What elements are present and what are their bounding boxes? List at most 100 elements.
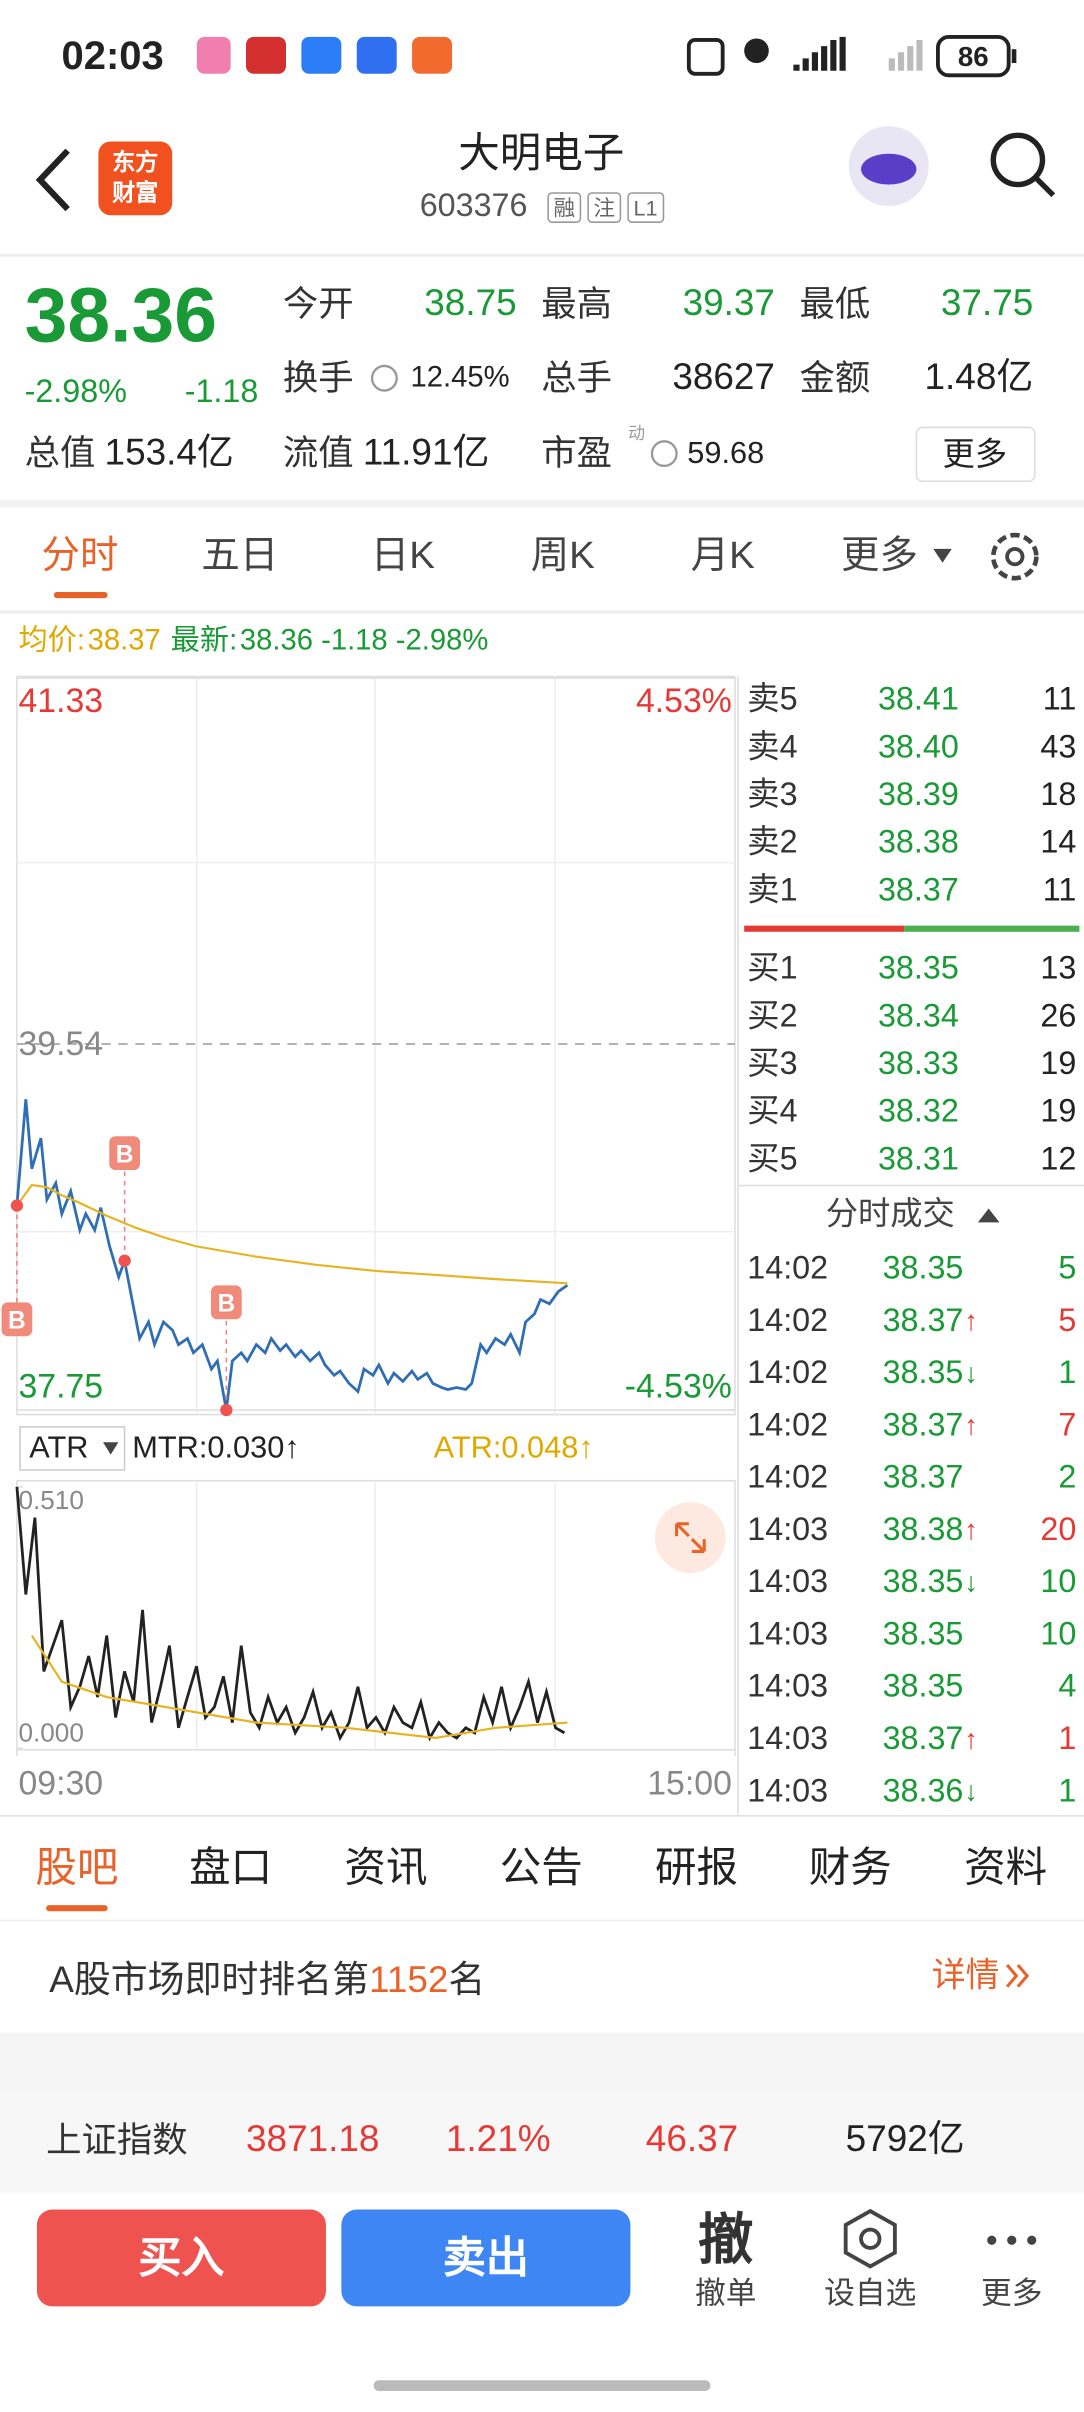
info-icon[interactable] (370, 364, 398, 392)
buy-point (220, 1403, 233, 1417)
trade-arrow: ↑ (964, 1723, 978, 1755)
trades-title: 分时成交 (825, 1197, 955, 1233)
buy-button[interactable] (36, 2209, 326, 2307)
back-button[interactable] (35, 148, 70, 212)
bottom-tab[interactable]: 股吧 (35, 1844, 119, 1891)
field-value: 59.68 (687, 436, 765, 471)
book-label: 买1 (747, 951, 798, 987)
settings-button[interactable] (990, 532, 1039, 581)
book-label: 卖5 (747, 681, 798, 718)
bottom-tab[interactable]: 资讯 (344, 1844, 428, 1891)
pe-badge: 动 (628, 425, 646, 444)
buy-badge (1, 1302, 33, 1337)
field-label: 流值 (282, 432, 354, 473)
field-label: 总手 (541, 357, 612, 398)
sell-button[interactable] (341, 2209, 631, 2307)
field-label: 换手 (282, 357, 354, 398)
settings-center (1005, 547, 1025, 567)
latest-value: 38.36 -1.18 -2.98% (239, 625, 489, 658)
indicator-name: ATR (29, 1431, 89, 1466)
watch-label[interactable]: 设自选 (824, 2277, 917, 2312)
trade-volume: 4 (1058, 1669, 1077, 1705)
buy-bar (904, 925, 1080, 932)
trade-price: 38.37 (882, 1459, 964, 1496)
index-name: 上证指数 (46, 2119, 188, 2160)
x-tick-label: 09:30 (18, 1763, 104, 1803)
rank-number: 1152 (369, 1959, 449, 2002)
avg-label: 均价: (18, 625, 86, 658)
buy-badge (210, 1285, 242, 1320)
y-tick-label: 41.33 (18, 681, 104, 720)
chart-tab[interactable]: 月K (690, 534, 755, 578)
sell-bar (744, 925, 905, 932)
info-icon[interactable] (650, 440, 678, 468)
signal-icon (793, 36, 846, 71)
book-volume: 19 (1040, 1046, 1077, 1082)
app-icon (412, 36, 453, 74)
index-bar (0, 2091, 1084, 2193)
search-button[interactable] (990, 132, 1046, 188)
trade-time: 14:02 (747, 1303, 829, 1339)
trade-volume: 1 (1058, 1721, 1077, 1757)
more-dot[interactable] (987, 2235, 997, 2245)
battery-level: 86 (957, 41, 989, 73)
bottom-tab[interactable]: 财务 (808, 1844, 892, 1891)
buy-point (118, 1254, 131, 1267)
trade-arrow: ↑ (964, 1514, 978, 1546)
tab-underline (53, 591, 108, 599)
field-value: 37.75 (940, 282, 1034, 325)
details-link[interactable]: 详情 (931, 1955, 1000, 1995)
trade-price: 38.37 (882, 1721, 964, 1757)
x-tick-label: 15:00 (647, 1763, 732, 1803)
app-icon (246, 36, 286, 74)
cancel-label[interactable]: 撤单 (694, 2277, 757, 2312)
y-tick-label: 37.75 (18, 1366, 104, 1406)
book-label: 买3 (747, 1046, 798, 1082)
sell-button-label[interactable]: 卖出 (442, 2234, 529, 2282)
field-value: 153.4亿 (104, 432, 234, 474)
trade-time: 14:02 (747, 1459, 829, 1496)
book-volume: 13 (1040, 951, 1077, 987)
trade-time: 14:03 (747, 1564, 829, 1600)
trade-price: 38.35 (882, 1355, 964, 1391)
buy-point (10, 1199, 24, 1212)
book-price: 38.40 (877, 729, 959, 765)
field-value: 38627 (672, 356, 775, 399)
y-tick-label: 0.510 (18, 1486, 84, 1516)
chart-tab[interactable]: 五日 (201, 534, 279, 578)
logo (98, 141, 173, 216)
chart-tab[interactable]: 分时 (41, 534, 119, 578)
bottom-tab[interactable]: 公告 (499, 1844, 583, 1891)
chart-tab[interactable]: 更多 (841, 534, 918, 578)
bottom-tab[interactable]: 盘口 (189, 1844, 273, 1891)
bottom-tab[interactable]: 研报 (655, 1844, 739, 1891)
tab-underline (46, 1905, 108, 1912)
more-button-label[interactable]: 更多 (942, 437, 1008, 473)
book-label: 卖4 (747, 729, 798, 765)
book-price: 38.35 (877, 951, 959, 987)
more-label[interactable]: 更多 (980, 2277, 1043, 2312)
chart-tab[interactable]: 日K (370, 534, 435, 578)
robot-face (861, 153, 917, 185)
buy-button-label[interactable]: 买入 (138, 2234, 225, 2282)
status-time: 02:03 (61, 32, 164, 79)
more-button[interactable] (915, 426, 1036, 483)
book-price: 38.38 (877, 824, 959, 861)
bottom-tab[interactable]: 资料 (964, 1844, 1048, 1891)
y2-tick-label: 4.53% (635, 681, 732, 720)
watch-icon[interactable] (843, 2208, 897, 2269)
expand-button[interactable] (655, 1502, 726, 1573)
trade-price: 38.35 (882, 1250, 964, 1287)
rank-prefix: A股市场即时排名第 (49, 1959, 370, 2002)
dropdown-arrow (103, 1442, 119, 1455)
book-price: 38.34 (877, 998, 959, 1035)
book-price: 38.33 (877, 1046, 959, 1082)
cancel-icon[interactable]: 撤 (698, 2207, 754, 2272)
mtr-label: MTR:0.030↑ (132, 1431, 300, 1466)
book-volume: 14 (1040, 824, 1077, 861)
change-pct: -2.98% (24, 374, 127, 410)
book-label: 买5 (747, 1141, 798, 1178)
index-value: 3871.18 (246, 2118, 380, 2161)
trade-time: 14:03 (747, 1773, 829, 1809)
chart-tab[interactable]: 周K (530, 534, 595, 578)
